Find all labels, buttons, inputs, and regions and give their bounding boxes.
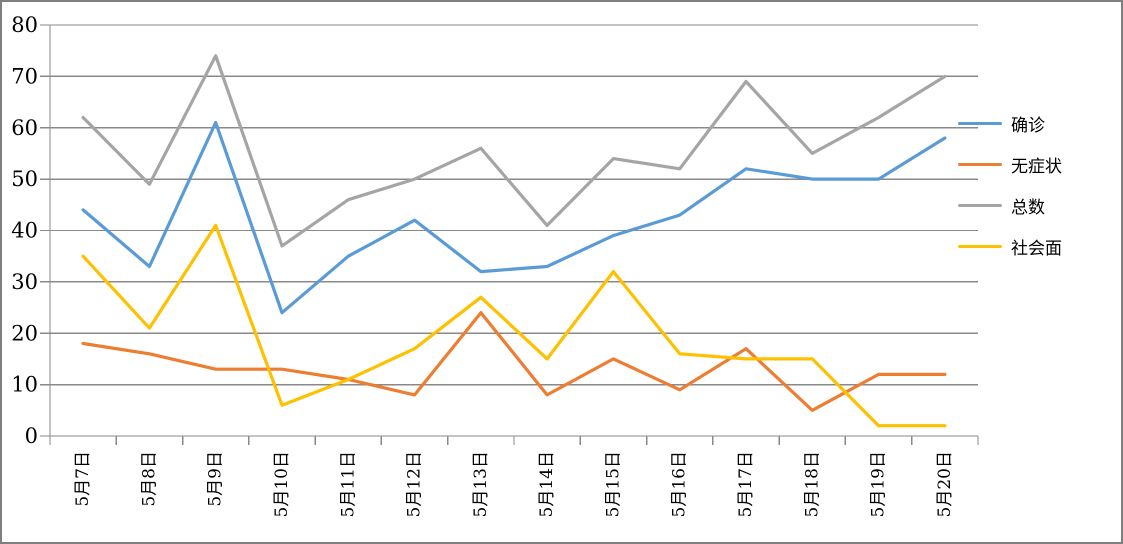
legend-line-swatch	[958, 162, 1002, 167]
y-axis-label: 70	[11, 64, 38, 88]
legend-line-swatch	[958, 244, 1002, 249]
legend-label: 确诊	[1011, 116, 1045, 136]
x-axis-label: 5月9日	[206, 451, 226, 507]
legend-item: 确诊	[958, 103, 1118, 144]
x-axis-label: 5月11日	[338, 451, 358, 517]
y-axis-label: 10	[11, 373, 38, 397]
y-axis-label: 30	[11, 270, 38, 294]
x-axis-label: 5月20日	[935, 451, 955, 517]
y-axis-label: 0	[25, 424, 38, 448]
y-axis-label: 80	[11, 13, 38, 37]
chart-legend: 确诊 无症状 总数 社会面	[958, 103, 1118, 267]
legend-label: 总数	[1011, 198, 1045, 218]
legend-label: 社会面	[1011, 239, 1062, 259]
y-axis-label: 20	[11, 321, 38, 345]
y-axis-label: 50	[11, 167, 38, 191]
x-axis-label: 5月17日	[736, 451, 756, 517]
x-axis-label: 5月19日	[869, 451, 889, 517]
x-axis-label: 5月8日	[139, 451, 159, 507]
series-line-2	[81, 311, 947, 412]
series-line-4	[81, 223, 947, 428]
series-line-3	[81, 54, 947, 248]
x-axis-label: 5月13日	[471, 451, 491, 517]
x-axis-label: 5月12日	[405, 451, 425, 517]
x-axis-label: 5月14日	[537, 451, 557, 517]
legend-label: 无症状	[1011, 157, 1062, 177]
y-axis-label: 40	[11, 219, 38, 243]
x-axis-label: 5月7日	[73, 451, 93, 507]
legend-item: 社会面	[958, 226, 1118, 267]
legend-item: 无症状	[958, 144, 1118, 185]
y-axis-label: 60	[11, 116, 38, 140]
x-axis-label: 5月18日	[802, 451, 822, 517]
x-axis-label: 5月10日	[272, 451, 292, 517]
x-axis-label: 5月16日	[670, 451, 690, 517]
legend-line-swatch	[958, 121, 1002, 126]
x-axis-label: 5月15日	[603, 451, 623, 517]
legend-line-swatch	[958, 203, 1002, 208]
legend-item: 总数	[958, 185, 1118, 226]
series-line-1	[81, 120, 947, 315]
